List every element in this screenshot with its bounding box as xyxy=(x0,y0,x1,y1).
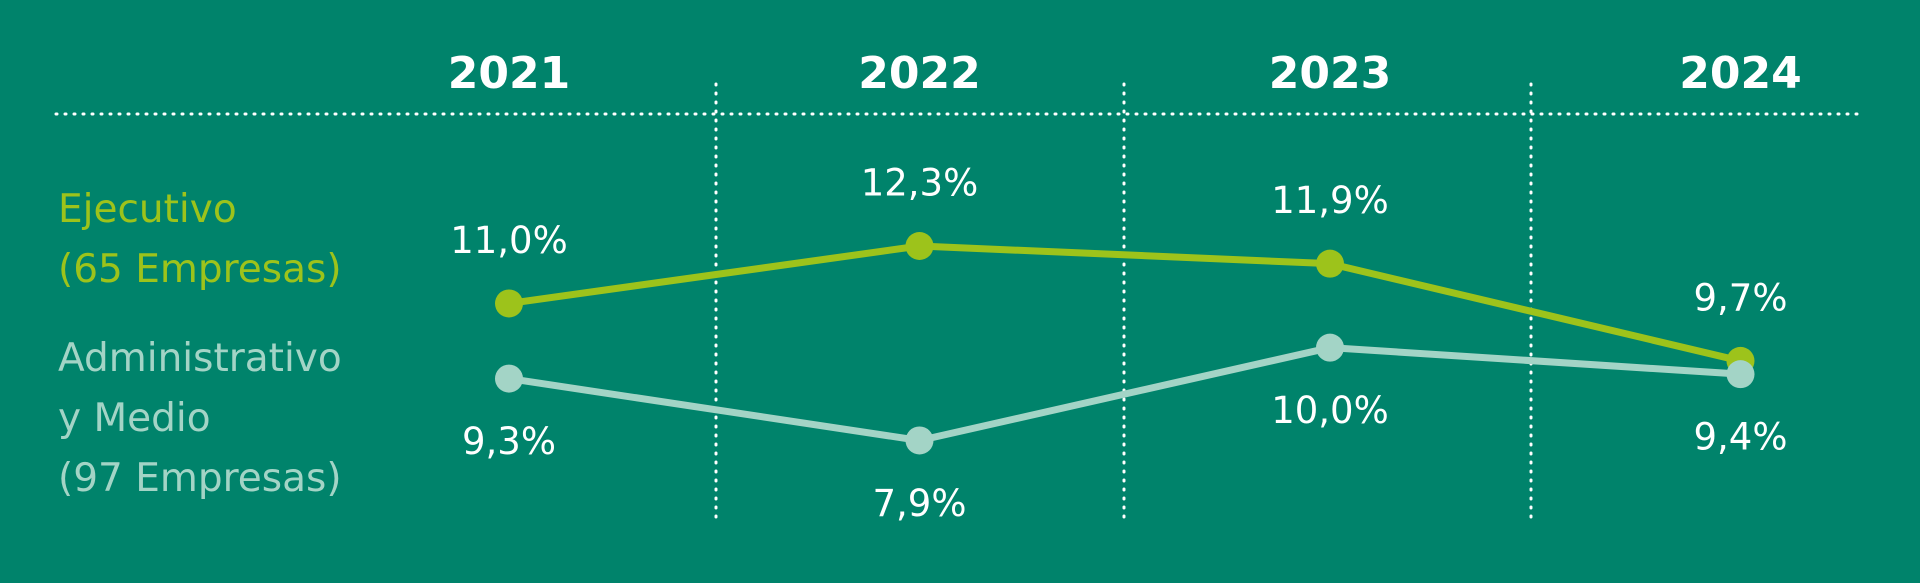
point xyxy=(1316,333,1344,362)
x-tick-label: 2022 xyxy=(858,48,980,99)
data-label: 9,7% xyxy=(1694,276,1788,319)
point xyxy=(905,232,934,260)
x-tick-label: 2021 xyxy=(448,48,570,99)
data-label: 10,0% xyxy=(1271,389,1389,432)
point xyxy=(495,364,523,393)
point xyxy=(905,426,934,455)
legend-entry: Ejecutivo (65 Empresas) xyxy=(58,187,342,292)
point xyxy=(1316,249,1344,278)
x-tick-label: 2023 xyxy=(1269,48,1391,99)
data-label: 12,3% xyxy=(861,162,979,205)
series-line xyxy=(508,242,1742,365)
data-label: 11,9% xyxy=(1271,179,1389,222)
data-label: 7,9% xyxy=(873,482,967,525)
legend-entry: Administrativo y Medio (97 Empresas) xyxy=(58,336,342,501)
x-tick-label: 2024 xyxy=(1679,48,1801,99)
data-label: 11,0% xyxy=(450,219,568,262)
data-label: 9,3% xyxy=(462,420,556,463)
series-line xyxy=(508,344,1741,444)
point xyxy=(495,289,523,318)
point xyxy=(1726,360,1755,389)
data-label: 9,4% xyxy=(1694,416,1788,459)
